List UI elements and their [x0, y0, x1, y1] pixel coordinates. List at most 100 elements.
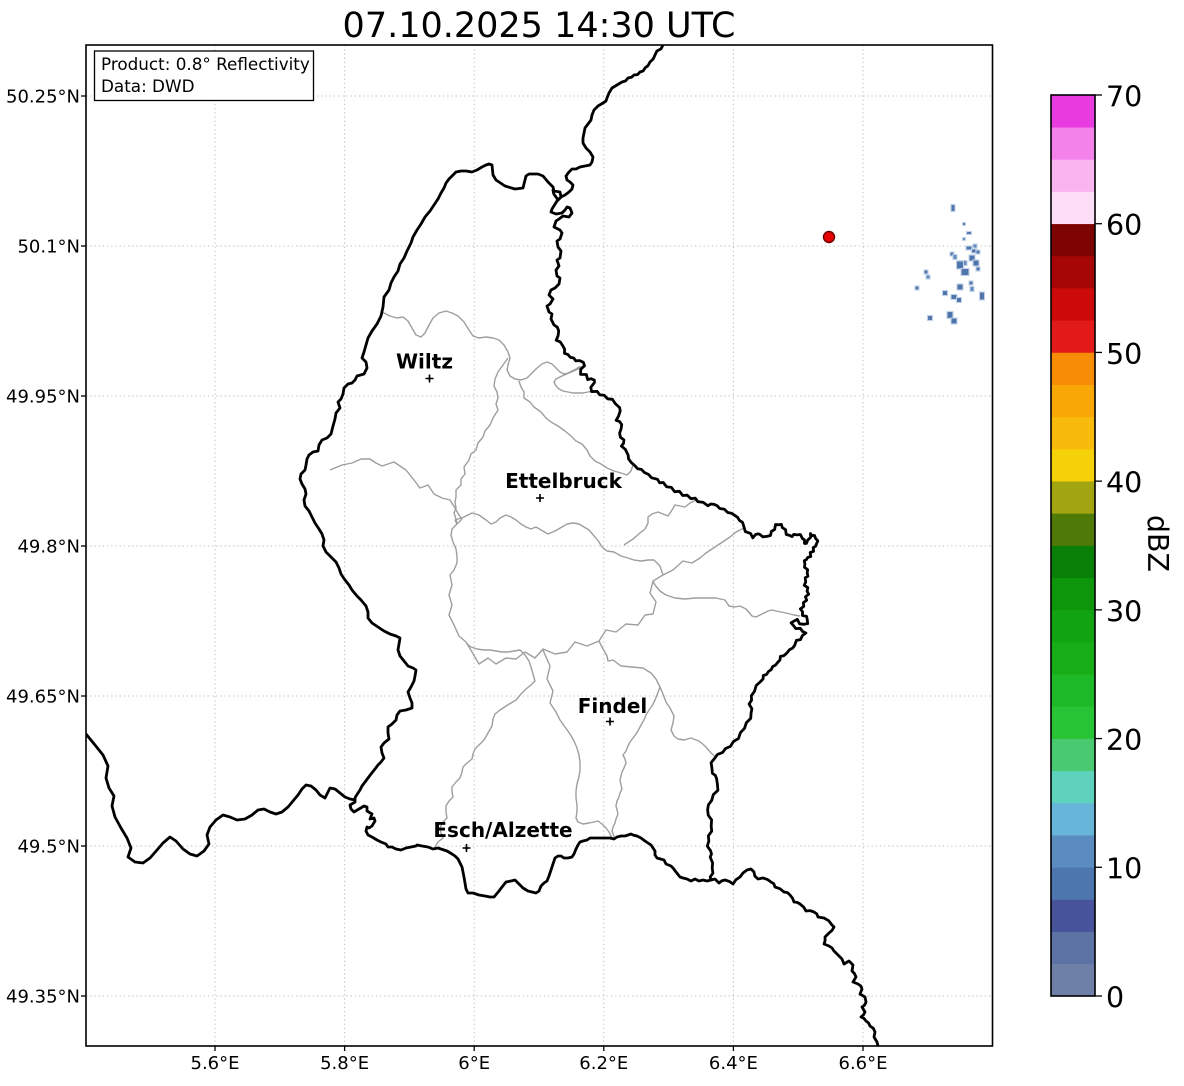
canton-border	[329, 458, 463, 525]
radar-echo	[946, 310, 954, 320]
radar-echo	[926, 314, 934, 322]
colorbar-segments	[1051, 95, 1095, 997]
country-border	[551, 45, 665, 202]
colorbar-segment	[1051, 963, 1095, 997]
colorbar-segment	[1051, 352, 1095, 385]
city-marker-dot	[428, 377, 431, 380]
colorbar-segment	[1051, 642, 1095, 675]
canton-border	[518, 380, 636, 476]
info-box-product-line: Product: 0.8° Reflectivity	[101, 54, 310, 74]
x-tick-label: 6.2°E	[579, 1053, 628, 1074]
colorbar-ticks: 0 10 20 30 40 50 60 70	[1095, 80, 1142, 1014]
radar-echo	[961, 236, 967, 242]
x-tick-label: 6°E	[458, 1053, 490, 1074]
y-tick-label: 49.5°N	[17, 837, 80, 858]
colorbar: 0 10 20 30 40 50 60 70 dBZ	[1050, 80, 1174, 1014]
radar-echo	[950, 317, 958, 325]
colorbar-segment	[1051, 255, 1095, 289]
colorbar-tick-label: 10	[1106, 853, 1142, 886]
y-tick-label: 50.25°N	[6, 87, 80, 108]
city-label: Esch/Alzette	[433, 818, 572, 842]
canton-border	[542, 649, 613, 839]
radar-site-dot	[822, 230, 836, 244]
colorbar-segment	[1051, 95, 1095, 128]
radar-echo	[956, 283, 964, 291]
city-marker-dot	[608, 720, 612, 723]
city-label: Wiltz	[396, 350, 453, 374]
canton-border	[433, 642, 536, 850]
radar-echo	[950, 203, 956, 213]
radar-echo	[925, 274, 931, 280]
radar-echo	[923, 269, 929, 275]
colorbar-tick-label: 50	[1106, 338, 1142, 371]
canton-border	[377, 309, 587, 381]
country-border	[298, 162, 820, 899]
radar-echo	[972, 259, 980, 267]
colorbar-segment	[1051, 706, 1095, 739]
x-tick-label: 6.4°E	[709, 1053, 758, 1074]
radar-echo	[941, 289, 949, 297]
country-border	[709, 867, 880, 1046]
info-box: Product: 0.8° Reflectivity Data: DWD	[93, 50, 315, 102]
colorbar-segment	[1051, 770, 1095, 804]
colorbar-segment	[1051, 835, 1095, 868]
colorbar-segment	[1051, 899, 1095, 932]
x-tick-label: 5.6°E	[191, 1053, 240, 1074]
x-tick-label: 6.6°E	[839, 1053, 888, 1074]
radar-echo	[965, 245, 973, 251]
colorbar-segment	[1051, 159, 1095, 192]
map-plot-area: Wiltz Ettelbruck Findel Esch/Alzette 5.6°E 5…	[6, 44, 994, 1074]
colorbar-segment	[1051, 416, 1095, 450]
city-marker-dot	[538, 496, 542, 500]
radar-echo	[965, 230, 973, 236]
colorbar-segment	[1051, 931, 1095, 965]
colorbar-tick-label: 30	[1106, 595, 1142, 628]
radar-echo	[978, 291, 986, 301]
y-tick-label: 49.95°N	[6, 387, 80, 408]
canton-border	[553, 366, 594, 394]
radar-echo	[969, 285, 975, 293]
colorbar-segment	[1051, 223, 1095, 257]
canton-border	[623, 499, 697, 546]
colorbar-segment	[1051, 577, 1095, 611]
y-tick-label: 49.35°N	[6, 987, 80, 1008]
colorbar-tick-label: 40	[1106, 467, 1142, 500]
radar-echo	[914, 285, 920, 291]
info-box-data-line: Data: DWD	[101, 76, 195, 96]
canton-borders	[329, 309, 801, 850]
colorbar-segment	[1051, 609, 1095, 643]
colorbar-frame	[1050, 94, 1096, 997]
canton-border	[611, 686, 661, 840]
colorbar-tick-label: 60	[1106, 209, 1142, 242]
canton-border	[652, 580, 801, 618]
city-label: Findel	[578, 694, 648, 718]
y-tick-label: 49.8°N	[17, 537, 80, 558]
country-border	[86, 732, 357, 865]
colorbar-segment	[1051, 513, 1095, 546]
radar-echo	[968, 280, 974, 286]
figure-title: 07.10.2025 14:30 UTC	[343, 6, 736, 46]
city-markers	[425, 374, 614, 852]
country-borders	[86, 45, 880, 1046]
y-axis: 50.25°N 50.1°N 49.95°N 49.8°N 49.65°N 49.5°N 4…	[6, 87, 86, 1008]
canton-border	[662, 526, 747, 576]
colorbar-segment	[1051, 738, 1095, 772]
canton-border	[453, 357, 509, 525]
colorbar-axis-label: dBZ	[1141, 515, 1174, 572]
colorbar-segment	[1051, 127, 1095, 160]
colorbar-tick-label: 0	[1106, 981, 1124, 1014]
colorbar-segment	[1051, 384, 1095, 418]
city-label: Ettelbruck	[505, 469, 622, 493]
canton-border	[598, 640, 717, 758]
radar-echo	[961, 221, 967, 227]
radar-echo	[975, 249, 981, 255]
radar-site-marker	[822, 230, 836, 244]
radar-echo	[975, 266, 981, 272]
gridlines	[86, 45, 993, 1046]
colorbar-segment	[1051, 191, 1095, 225]
colorbar-tick-label: 70	[1106, 80, 1142, 113]
colorbar-segment	[1051, 448, 1095, 482]
colorbar-segment	[1051, 867, 1095, 900]
radar-echo	[972, 243, 978, 249]
